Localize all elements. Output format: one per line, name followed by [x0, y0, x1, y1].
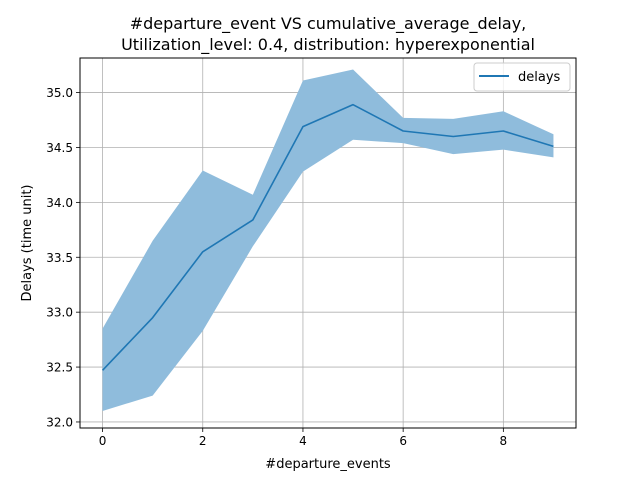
x-axis-label: #departure_events [265, 457, 391, 472]
chart-title-line-1: #departure_event VS cumulative_average_d… [130, 14, 527, 34]
series-line-delays [101, 103, 554, 371]
y-tick-label: 33.0 [46, 306, 73, 320]
x-tick-label: 8 [500, 434, 508, 448]
confidence-band [102, 69, 554, 411]
band-delays [102, 69, 554, 411]
x-tick-label: 4 [299, 434, 307, 448]
x-axis-ticks: 0 2 4 6 8 [99, 428, 507, 448]
y-tick-label: 34.0 [46, 196, 73, 210]
y-tick-label: 32.5 [46, 361, 73, 375]
y-tick-label: 35.0 [46, 86, 73, 100]
y-tick-label: 32.0 [46, 415, 73, 429]
y-tick-label: 33.5 [46, 251, 73, 265]
legend: delays [473, 62, 571, 92]
x-tick-label: 6 [399, 434, 407, 448]
legend-label-delays: delays [518, 70, 561, 85]
y-axis-ticks: 32.0 32.5 33.0 33.5 34.0 34.5 35.0 [46, 86, 80, 429]
y-axis-label: Delays (time unit) [20, 184, 35, 301]
chart-title-line-2: Utilization_level: 0.4, distribution: hy… [121, 35, 535, 55]
y-tick-label: 34.5 [46, 141, 73, 155]
series-lines [101, 103, 554, 371]
plot-area-frame [79, 57, 577, 429]
legend-box [473, 62, 571, 92]
x-tick-label: 2 [199, 434, 207, 448]
x-tick-label: 0 [99, 434, 107, 448]
